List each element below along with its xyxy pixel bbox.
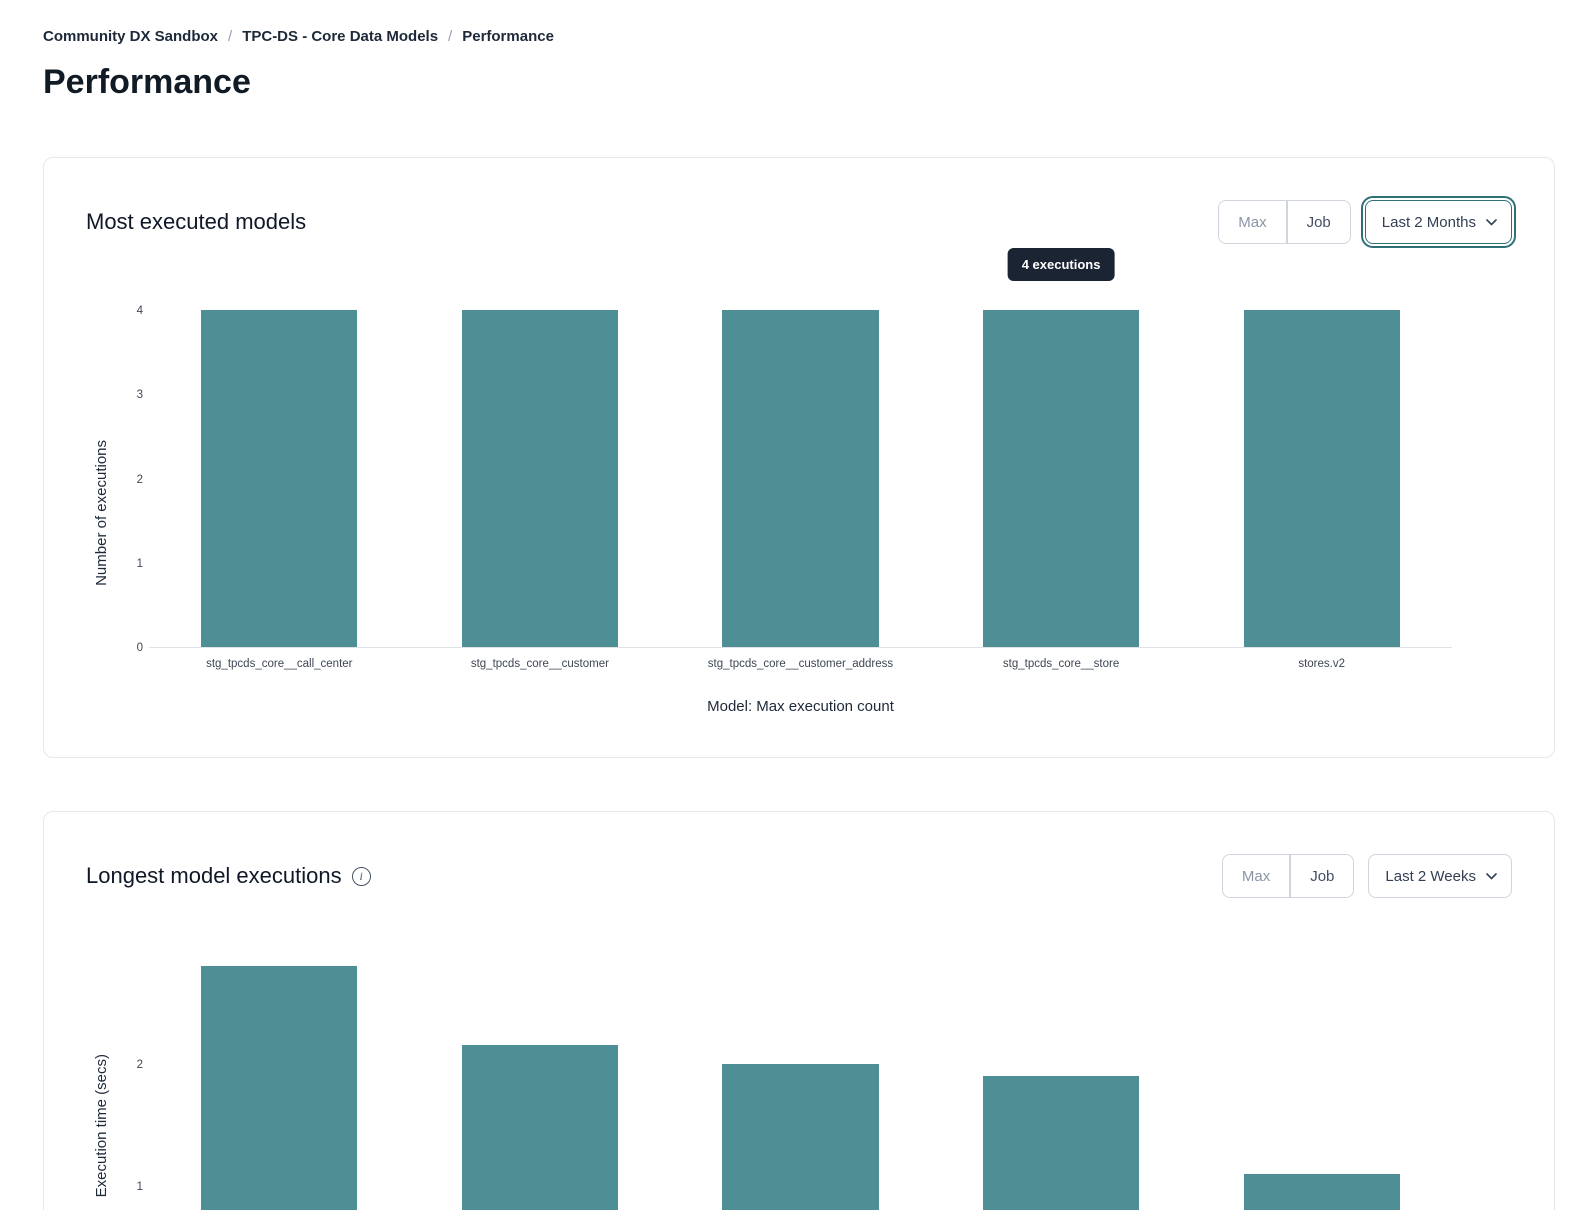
chevron-down-icon bbox=[1486, 218, 1497, 226]
chart-tooltip: 4 executions bbox=[1007, 248, 1115, 281]
bar-stores.v2[interactable] bbox=[1243, 310, 1400, 647]
bar-series-2[interactable] bbox=[722, 1063, 879, 1210]
y-axis-tick: 1 bbox=[136, 1181, 143, 1194]
max-toggle-button[interactable]: Max bbox=[1218, 200, 1287, 244]
time-range-dropdown[interactable]: Last 2 Weeks bbox=[1368, 854, 1512, 898]
y-axis-tick: 2 bbox=[136, 473, 143, 486]
bar-series-4[interactable] bbox=[1243, 1174, 1400, 1210]
chevron-down-icon bbox=[1486, 872, 1497, 880]
bar-series-0[interactable] bbox=[201, 965, 358, 1210]
y-axis-tick: 1 bbox=[136, 557, 143, 570]
breadcrumb-separator: / bbox=[228, 28, 233, 45]
x-axis-title: Model: Max execution count bbox=[707, 698, 894, 715]
y-axis-tick: 4 bbox=[136, 305, 143, 317]
breadcrumb: Community DX Sandbox / TPC-DS - Core Dat… bbox=[43, 28, 1584, 45]
plot-area: 0 1 2 3 4 4 executions bbox=[137, 248, 1452, 654]
bar-series-3[interactable] bbox=[982, 1075, 1140, 1210]
chart-controls: Max Job Last 2 Months bbox=[1218, 196, 1517, 248]
time-range-value: Last 2 Weeks bbox=[1385, 867, 1476, 885]
job-toggle-button[interactable]: Job bbox=[1290, 854, 1355, 898]
y-axis-tick: 0 bbox=[136, 642, 143, 654]
y-axis-tick: 3 bbox=[136, 389, 143, 402]
y-axis-title: Execution time (secs) bbox=[92, 1053, 110, 1198]
max-toggle-button[interactable]: Max bbox=[1221, 854, 1291, 898]
max-job-toggle: Max Job bbox=[1221, 854, 1355, 898]
card-title-most-executed-models: Most executed models bbox=[86, 209, 307, 234]
card-most-executed-models: Most executed models Max Job Last 2 Mont… bbox=[43, 157, 1555, 758]
info-icon[interactable]: i bbox=[351, 866, 371, 886]
x-axis-label: stores.v2 bbox=[1298, 658, 1345, 670]
bar-stg_tpcds_core__customer_address[interactable] bbox=[722, 310, 879, 647]
y-axis-tick: 2 bbox=[136, 1058, 143, 1071]
page-title: Performance bbox=[43, 63, 251, 101]
job-toggle-button[interactable]: Job bbox=[1286, 200, 1351, 244]
max-job-toggle: Max Job bbox=[1218, 200, 1351, 244]
card-title-longest-model-executions: Longest model executions bbox=[86, 863, 342, 888]
time-range-dropdown[interactable]: Last 2 Months bbox=[1360, 196, 1517, 248]
bar-stg_tpcds_core__customer[interactable] bbox=[461, 310, 619, 647]
x-axis-label: stg_tpcds_core__customer_address bbox=[707, 658, 894, 670]
card-longest-model-executions: Longest model executions i Max Job Last … bbox=[43, 811, 1555, 1210]
x-axis-labels: stg_tpcds_core__call_center stg_tpcds_cor… bbox=[149, 658, 1452, 670]
breadcrumb-item-tpcds-core-data-models[interactable]: TPC-DS - Core Data Models bbox=[242, 28, 439, 45]
breadcrumb-item-community-dx-sandbox[interactable]: Community DX Sandbox bbox=[43, 28, 219, 45]
bar-stg_tpcds_core__call_center[interactable] bbox=[201, 310, 358, 647]
y-axis-title: Number of executions bbox=[92, 439, 110, 586]
breadcrumb-item-performance: Performance bbox=[462, 28, 554, 45]
most-executed-models-chart: Number of executions 0 1 2 3 4 4 executions s… bbox=[86, 248, 1512, 715]
chart-controls: Max Job Last 2 Weeks bbox=[1221, 854, 1512, 898]
card-header: Longest model executions i Max Job Last … bbox=[86, 854, 1512, 898]
card-header: Most executed models Max Job Last 2 Mont… bbox=[86, 196, 1517, 248]
breadcrumb-separator: / bbox=[448, 28, 453, 45]
bar-stg_tpcds_core__store[interactable] bbox=[982, 310, 1140, 647]
x-axis-label: stg_tpcds_core__call_center bbox=[206, 658, 353, 670]
bar-series-1[interactable] bbox=[461, 1045, 619, 1210]
x-axis-label: stg_tpcds_core__store bbox=[1002, 658, 1120, 670]
time-range-value: Last 2 Months bbox=[1381, 213, 1476, 231]
x-axis-label: stg_tpcds_core__customer bbox=[470, 658, 609, 670]
